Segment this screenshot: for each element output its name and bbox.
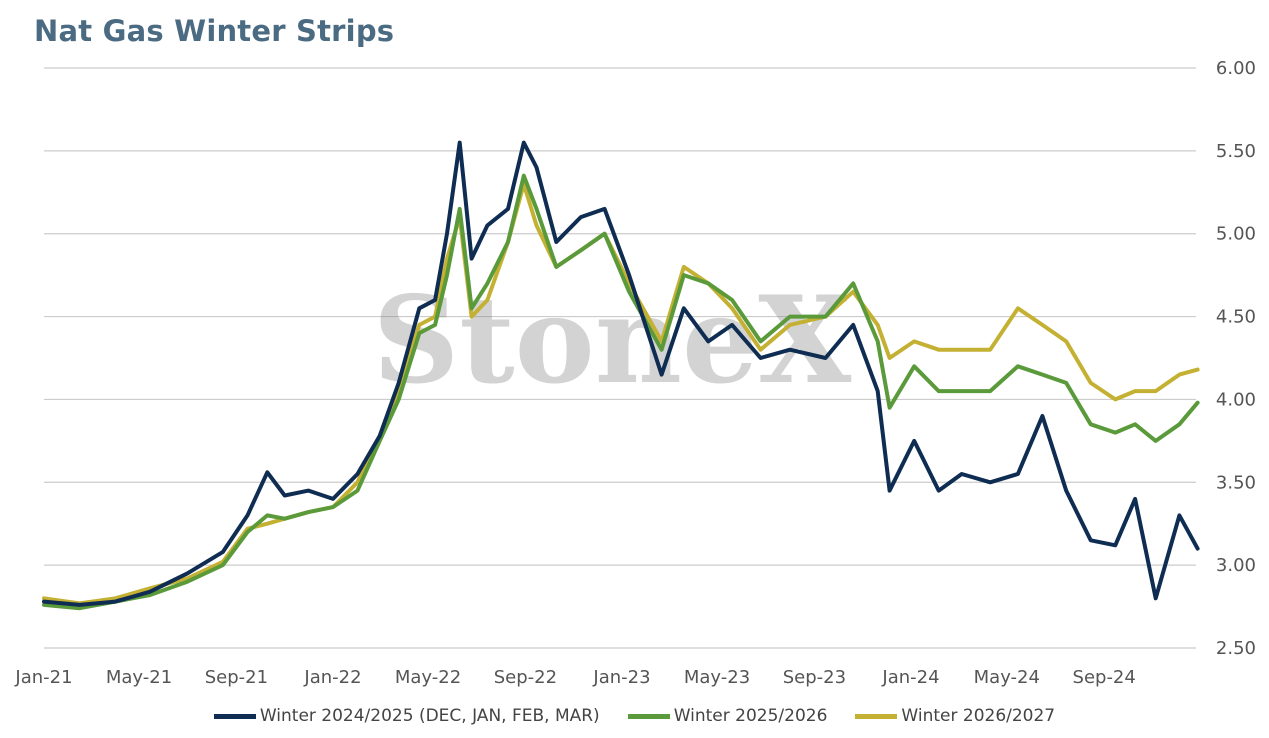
y-tick-label: 3.00 — [1216, 555, 1256, 576]
x-tick-label: Jan-23 — [592, 667, 650, 688]
x-axis-ticks: Jan-21 May-21 Sep-21 Jan-22 May-22 Sep-22 Jan-… — [14, 667, 1135, 688]
y-axis-ticks: 2.50 3.00 3.50 4.00 4.50 5.00 5.50 6.00 — [1216, 58, 1256, 659]
series-lines — [42, 140, 1200, 611]
series-line-0 — [42, 140, 1200, 607]
y-tick-label: 4.00 — [1216, 389, 1256, 410]
x-tick-label: May-23 — [684, 667, 750, 688]
y-tick-label: 5.50 — [1216, 141, 1256, 162]
y-tick-label: 2.50 — [1216, 638, 1256, 659]
x-tick-label: May-22 — [395, 667, 461, 688]
y-tick-label: 3.50 — [1216, 472, 1256, 493]
legend-item-winter-2026-2027: Winter 2026/2027 — [855, 706, 1055, 726]
x-tick-label: Jan-21 — [14, 667, 72, 688]
x-tick-label: Sep-21 — [205, 667, 268, 688]
x-tick-label: Sep-23 — [783, 667, 846, 688]
y-tick-label: 6.00 — [1216, 58, 1256, 79]
chart-title: Nat Gas Winter Strips — [34, 14, 395, 48]
legend-swatch-winter-2024-2025 — [213, 713, 256, 719]
y-tick-label: 5.00 — [1216, 224, 1256, 245]
gridlines — [44, 67, 1196, 649]
legend-label-winter-2024-2025: Winter 2024/2025 (DEC, JAN, FEB, MAR) — [259, 706, 600, 726]
legend-swatch-winter-2025-2026 — [627, 713, 670, 719]
series-line-1 — [42, 173, 1200, 611]
x-tick-label: Jan-22 — [303, 667, 361, 688]
x-tick-label: Sep-24 — [1073, 667, 1136, 688]
x-tick-label: Jan-24 — [881, 667, 939, 688]
x-tick-label: Sep-22 — [494, 667, 557, 688]
y-tick-label: 4.50 — [1216, 307, 1256, 328]
x-tick-label: May-21 — [106, 667, 172, 688]
legend-item-winter-2024-2025: Winter 2024/2025 (DEC, JAN, FEB, MAR) — [213, 706, 600, 726]
legend-swatch-winter-2026-2027 — [855, 713, 898, 719]
legend-label-winter-2025-2026: Winter 2025/2026 — [673, 706, 828, 726]
legend-label-winter-2026-2027: Winter 2026/2027 — [901, 706, 1056, 726]
x-tick-label: May-24 — [974, 667, 1040, 688]
legend: Winter 2024/2025 (DEC, JAN, FEB, MAR) Wi… — [0, 706, 1269, 726]
legend-item-winter-2025-2026: Winter 2025/2026 — [627, 706, 828, 726]
